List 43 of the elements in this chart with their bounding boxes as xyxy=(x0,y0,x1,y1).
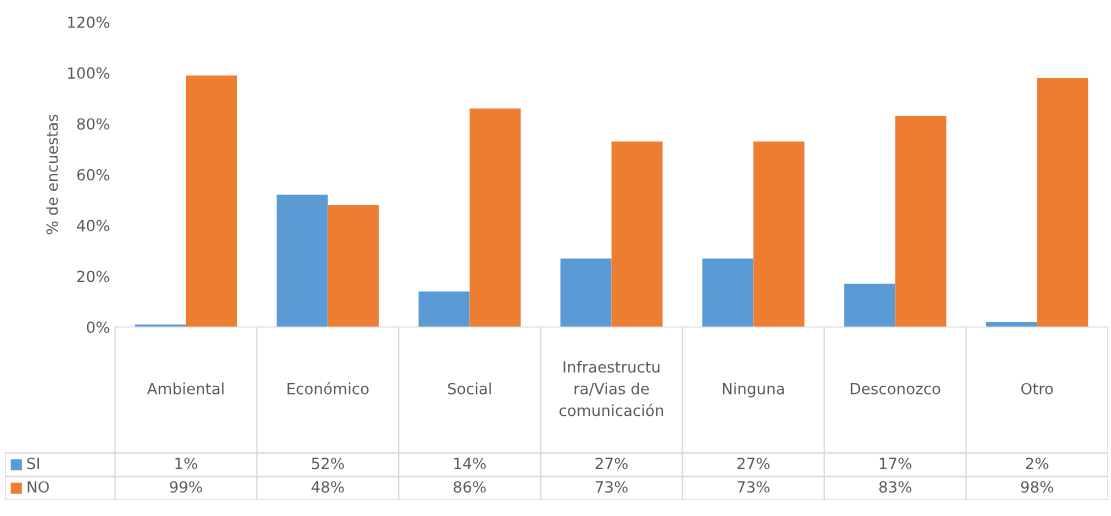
legend-label: NO xyxy=(27,481,49,493)
bar xyxy=(702,258,754,327)
bar xyxy=(611,141,663,327)
y-tick-label: 0% xyxy=(86,321,110,334)
y-tick-label: 60% xyxy=(77,168,110,181)
bar xyxy=(560,258,612,327)
bar xyxy=(753,141,805,327)
bar xyxy=(185,75,237,327)
data-label: 14% xyxy=(454,457,486,470)
legend-label: SI xyxy=(27,457,39,470)
data-label: 52% xyxy=(311,457,344,470)
bar xyxy=(469,108,521,327)
bar xyxy=(276,194,328,327)
data-label: 99% xyxy=(169,481,203,493)
data-label: 48% xyxy=(311,481,344,493)
y-tick-label: 20% xyxy=(77,270,110,283)
x-tick-label: Ninguna xyxy=(722,382,784,398)
x-tick-label: Ambiental xyxy=(147,382,224,395)
x-tick-label: Infraestructura/Vias de comunicación xyxy=(559,360,664,417)
data-label: 86% xyxy=(453,481,486,493)
bar xyxy=(327,205,379,327)
data-label: 2% xyxy=(1026,457,1049,470)
data-label: 73% xyxy=(737,481,770,493)
y-tick-label: 40% xyxy=(76,219,110,232)
data-label: 83% xyxy=(879,481,912,493)
bar xyxy=(844,283,896,327)
y-tick-label: 120% xyxy=(68,16,110,29)
y-axis-title: % de encuestas xyxy=(46,114,58,235)
data-label: 73% xyxy=(595,481,628,493)
data-label: 27% xyxy=(595,457,628,470)
x-tick-label: Otro xyxy=(1021,382,1053,395)
data-label: 27% xyxy=(737,457,770,470)
bar xyxy=(1037,77,1089,327)
x-tick-label: Social xyxy=(448,382,491,395)
x-tick-label: Económico xyxy=(287,382,369,395)
data-label: 98% xyxy=(1021,481,1054,493)
y-tick-label: 80% xyxy=(77,118,110,130)
data-label: 1% xyxy=(175,457,198,470)
y-tick-label: 100% xyxy=(68,67,110,79)
x-tick-label: Desconozco xyxy=(850,383,941,395)
data-label: 17% xyxy=(879,457,912,470)
bar xyxy=(895,116,947,327)
bar xyxy=(418,291,470,327)
